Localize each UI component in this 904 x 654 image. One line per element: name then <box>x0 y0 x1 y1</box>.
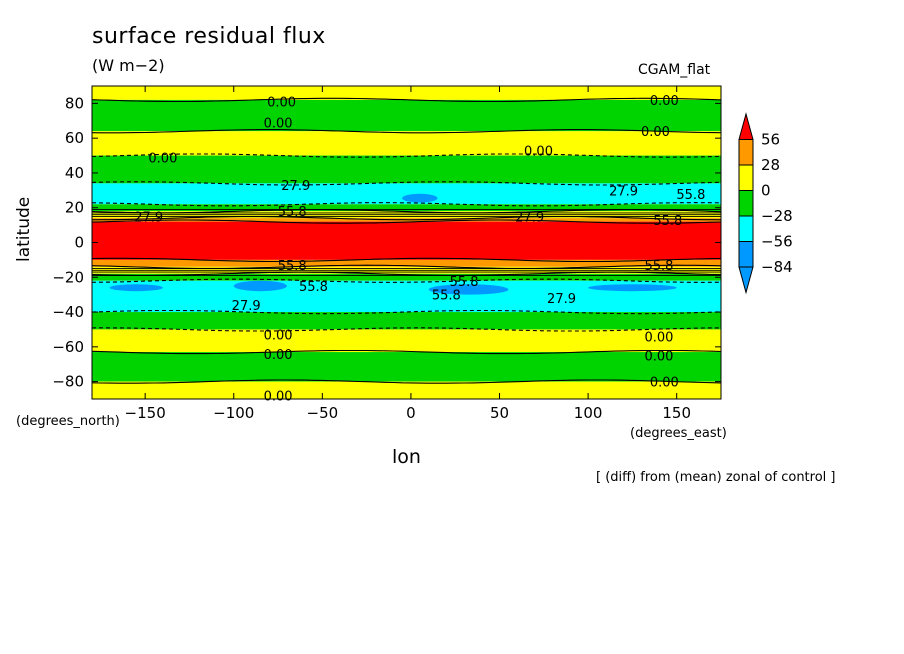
x-axis-units: (degrees_east) <box>630 426 727 441</box>
zonal-band <box>92 352 721 382</box>
contour-label: 0.00 <box>645 330 674 345</box>
x-tick-label: 100 <box>574 404 603 422</box>
contour-line <box>91 349 722 355</box>
contour-label: 55.8 <box>645 259 674 274</box>
blue-patch <box>402 193 438 203</box>
colorbar-label: 28 <box>761 156 780 174</box>
zonal-band <box>92 131 721 156</box>
x-tick-label: 0 <box>406 404 416 422</box>
colorbar-label: 0 <box>761 182 771 200</box>
contour-line <box>91 219 722 224</box>
blue-patch <box>109 284 163 292</box>
y-tick-label: −40 <box>52 303 84 321</box>
zonal-band <box>92 259 721 267</box>
y-tick-label: −60 <box>52 338 84 356</box>
footer-note: [ (diff) from (mean) zonal of control ] <box>596 470 836 485</box>
contour-line <box>91 257 722 263</box>
colorbar-top-triangle <box>738 112 754 140</box>
x-axis-label: lon <box>392 446 421 468</box>
zonal-bands <box>92 86 721 399</box>
contour-label: 0.00 <box>524 144 553 159</box>
y-tick-label: 0 <box>74 234 84 252</box>
zonal-band <box>92 183 721 205</box>
contour-label: 0.00 <box>641 125 670 140</box>
colorbar-label: −56 <box>761 233 793 251</box>
colorbar-cell <box>738 241 754 268</box>
x-tick-label: −100 <box>213 404 254 422</box>
contour-line <box>91 216 722 221</box>
zonal-band <box>92 99 721 132</box>
x-tick-label: 150 <box>662 404 691 422</box>
zonal-band <box>92 273 721 281</box>
blue-patch <box>233 280 287 292</box>
x-tick-label: −150 <box>125 404 166 422</box>
contour-lines <box>91 97 722 384</box>
contour-label: 27.9 <box>515 210 544 225</box>
y-tick-label: 80 <box>65 94 84 112</box>
y-tick-label: 40 <box>65 164 84 182</box>
colorbar-cell <box>738 139 754 166</box>
contour-label: 55.8 <box>653 214 682 229</box>
contour-label: 55.8 <box>299 280 328 295</box>
zonal-band <box>92 329 721 353</box>
contour-line <box>91 97 722 103</box>
zonal-band <box>92 86 721 100</box>
zonal-band <box>92 204 721 212</box>
y-tick-label: 60 <box>65 129 84 147</box>
contour-label: 0.00 <box>264 329 293 344</box>
contour-label: 0.00 <box>148 151 177 166</box>
contour-label: 0.00 <box>264 117 293 132</box>
x-tick-label: −50 <box>307 404 339 422</box>
colorbar: 56 28 0 −28 −56 −84 <box>738 112 793 295</box>
colorbar-cell <box>738 190 754 217</box>
colorbar-label: 56 <box>761 131 780 149</box>
y-axis-units: (degrees_north) <box>16 414 120 429</box>
contour-label: 0.00 <box>645 350 674 365</box>
chart-title: surface residual flux <box>92 24 326 49</box>
x-tick-label: 50 <box>490 404 509 422</box>
blue-patch <box>588 284 677 292</box>
colorbar-cell <box>738 215 754 242</box>
contour-label: 55.8 <box>278 259 307 274</box>
zonal-band <box>92 312 721 330</box>
colorbar-bottom-triangle <box>738 266 754 295</box>
contour-label: 55.8 <box>450 275 479 290</box>
contour-label: 55.8 <box>676 188 705 203</box>
contour-label: 0.00 <box>264 390 293 405</box>
contour-label: 27.9 <box>134 210 163 225</box>
y-tick-label: −20 <box>52 268 84 286</box>
contour-label: 55.8 <box>278 205 307 220</box>
y-axis-ticks: 80 60 40 20 0 −20 −40 −60 −80 <box>52 94 721 391</box>
contour-label: 0.00 <box>650 94 679 109</box>
contour-label: 0.00 <box>650 376 679 391</box>
x-axis-ticks: −150 −100 −50 0 50 100 150 <box>125 86 691 422</box>
y-tick-label: −80 <box>52 373 84 391</box>
contour-label: 0.00 <box>264 348 293 363</box>
contour-line <box>91 129 722 134</box>
colorbar-label: −84 <box>761 258 793 276</box>
chart-units: (W m−2) <box>92 56 165 75</box>
colorbar-cell <box>738 164 754 191</box>
zonal-band <box>92 381 721 399</box>
contour-label: 0.00 <box>267 96 296 111</box>
contour-line <box>91 379 722 384</box>
zonal-band <box>92 155 721 184</box>
colorbar-label: −28 <box>761 207 793 225</box>
contour-label: 55.8 <box>432 289 461 304</box>
y-tick-label: 20 <box>65 199 84 217</box>
blue-patch <box>428 284 509 295</box>
contour-label: 27.9 <box>281 179 310 194</box>
contour-label: 27.9 <box>232 299 261 314</box>
contour-label: 27.9 <box>609 184 638 199</box>
contour-label: 27.9 <box>547 292 576 307</box>
blue-patches <box>109 193 677 295</box>
run-name: CGAM_flat <box>638 62 711 78</box>
zonal-band <box>92 221 721 260</box>
